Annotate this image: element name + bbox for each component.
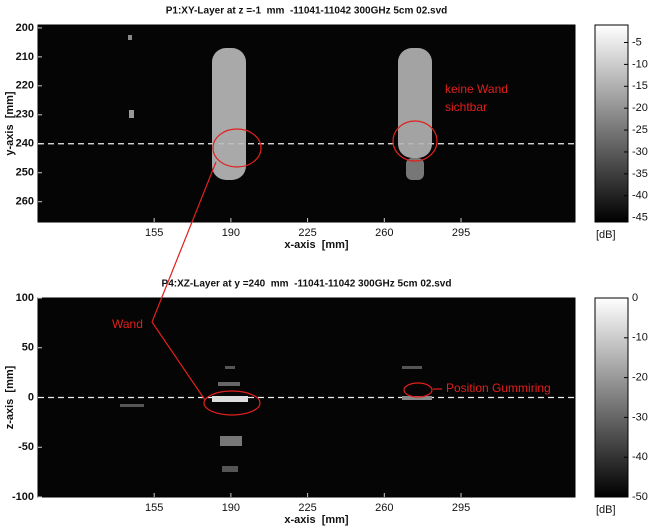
colorbar-tick-label: -35 [632,168,648,180]
figure: P1:XY-Layer at z =-1 mm -11041-11042 300… [0,0,649,531]
x-tick-label: 260 [375,227,393,239]
x-tick-label: 295 [452,502,470,514]
y-tick-label: 100 [16,292,34,304]
colorbar-label: [dB] [596,229,616,241]
colorbar [595,298,628,497]
x-axis-label: x-axis [mm] [284,239,349,251]
x-tick-label: 190 [222,227,240,239]
y-tick-label: 200 [16,22,34,34]
colorbar-tick-label: -40 [632,190,648,202]
y-tick-label: 230 [16,109,34,121]
colorbar-tick-label: -5 [632,36,642,48]
x-tick-label: 155 [145,502,163,514]
colorbar-tick-label: -15 [632,80,648,92]
colorbar-tick-label: -20 [632,372,648,384]
colorbar-tick-label: -25 [632,124,648,136]
y-tick-label: 250 [16,167,34,179]
annotation: Wand [112,317,143,331]
y-tick-label: -50 [18,441,34,453]
plot-area [38,25,575,222]
x-tick-label: 260 [375,502,393,514]
colorbar-tick-label: -30 [632,146,648,158]
y-tick-label: 0 [28,391,34,403]
y-axis-label: z-axis [mm] [4,365,16,429]
y-axis-label: y-axis [mm] [4,91,16,156]
y-tick-label: 260 [16,196,34,208]
colorbar-tick-label: -50 [632,491,648,503]
x-axis-label: x-axis [mm] [284,514,349,526]
colorbar-tick-label: -20 [632,102,648,114]
colorbar [595,25,628,222]
y-tick-label: 220 [16,80,34,92]
y-tick-label: -100 [12,491,34,503]
colorbar-tick-label: 0 [632,292,638,304]
x-tick-label: 225 [298,227,316,239]
chart-title: P4:XZ-Layer at y =240 mm -11041-11042 30… [162,279,452,290]
annotation: sichtbar [445,100,487,114]
x-tick-label: 190 [222,502,240,514]
chart-title: P1:XY-Layer at z =-1 mm -11041-11042 300… [166,6,448,17]
y-tick-label: 210 [16,51,34,63]
annotation: Position Gummiring [446,381,551,395]
colorbar-tick-label: -10 [632,332,648,344]
colorbar-label: [dB] [596,504,616,516]
y-tick-label: 50 [22,342,34,354]
y-tick-label: 240 [16,138,34,150]
colorbar-tick-label: -10 [632,58,648,70]
colorbar-tick-label: -30 [632,411,648,423]
x-tick-label: 295 [452,227,470,239]
annotation: keine Wand [445,82,508,96]
x-tick-label: 155 [145,227,163,239]
x-tick-label: 225 [298,502,316,514]
colorbar-tick-label: -40 [632,451,648,463]
colorbar-tick-label: -45 [632,212,648,224]
